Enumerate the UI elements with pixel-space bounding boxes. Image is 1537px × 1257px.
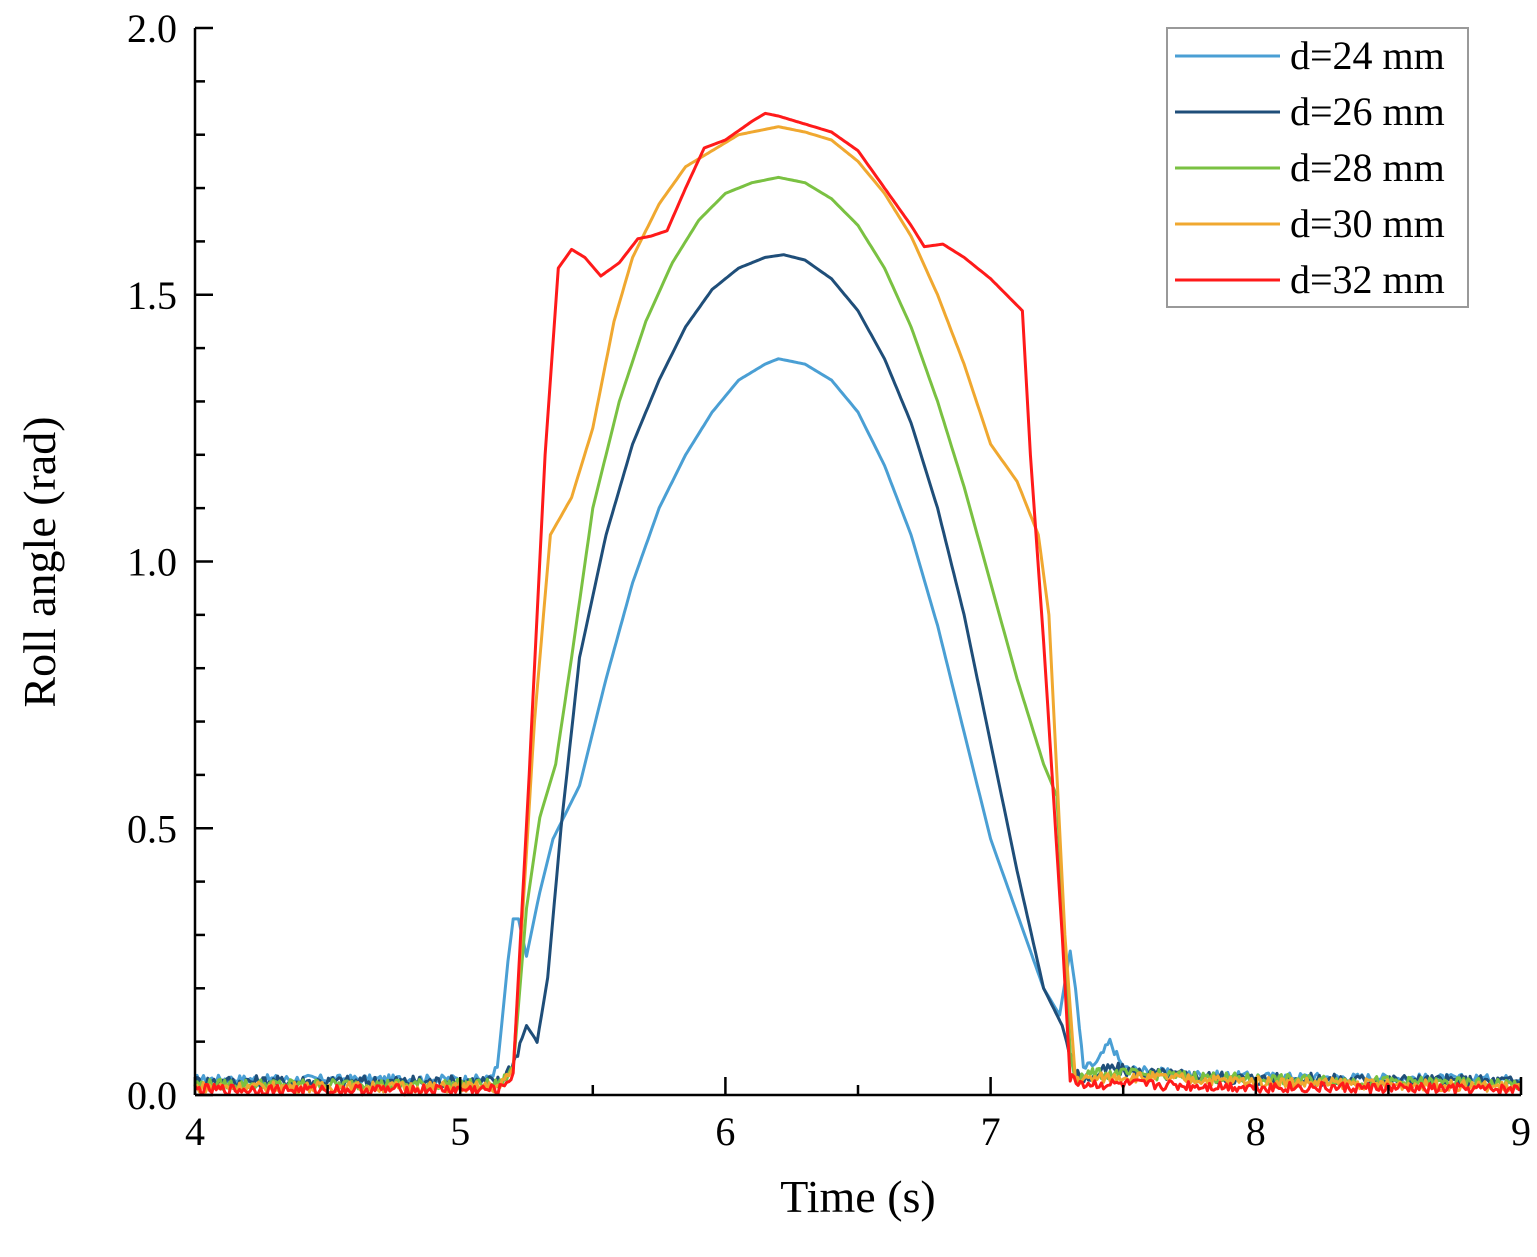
x-axis-title: Time (s) [780, 1171, 936, 1222]
legend: d=24 mm d=26 mm d=28 mm d=30 mm d=32 mm [1166, 27, 1469, 308]
series-line-d-28-mm [193, 175, 1522, 1092]
legend-label: d=26 mm [1290, 89, 1445, 134]
x-tick-label: 4 [185, 1109, 205, 1154]
y-tick-label: 1.0 [127, 540, 177, 585]
y-tick-label: 2.0 [127, 6, 177, 51]
y-tick-label: 1.5 [127, 273, 177, 318]
x-tick-label: 8 [1246, 1109, 1266, 1154]
series-layer [193, 111, 1523, 1097]
y-ticks: 0.0 0.5 1.0 1.5 2.0 [127, 6, 213, 1118]
y-tick-label: 0.0 [127, 1073, 177, 1118]
y-tick-label: 0.5 [127, 806, 177, 851]
x-tick-label: 9 [1511, 1109, 1531, 1154]
x-tick-label: 6 [715, 1109, 735, 1154]
series-line-d-26-mm [193, 253, 1523, 1090]
y-axis-title: Roll angle (rad) [14, 416, 65, 707]
legend-label: d=28 mm [1290, 145, 1445, 190]
x-tick-label: 5 [450, 1109, 470, 1154]
x-ticks: 4 5 6 7 8 9 [185, 1077, 1531, 1154]
legend-label: d=24 mm [1290, 33, 1445, 78]
series-line-d-24-mm [194, 357, 1523, 1085]
legend-label: d=32 mm [1290, 257, 1445, 302]
series-line-d-32-mm [193, 111, 1521, 1097]
x-tick-label: 7 [981, 1109, 1001, 1154]
legend-label: d=30 mm [1290, 201, 1445, 246]
